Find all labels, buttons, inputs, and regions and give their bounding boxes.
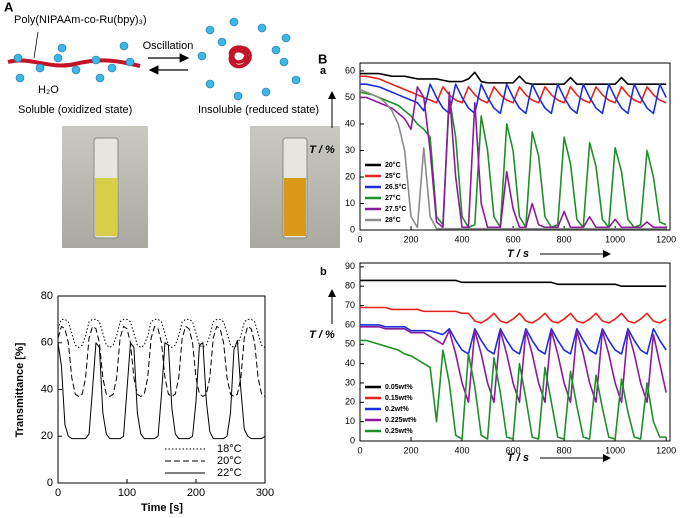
axis-arrow (328, 91, 611, 462)
y-tick-label: 80 (345, 281, 355, 291)
x-tick-label: 0 (55, 487, 61, 499)
y-axis-label: T / % (309, 144, 335, 156)
x-tick-label: 600 (506, 234, 521, 244)
y-tick-label: 40 (345, 118, 355, 128)
series-line (359, 91, 667, 229)
legend-label: 0.15wt% (385, 395, 413, 402)
x-tick-label: 200 (187, 487, 205, 499)
y-tick-label: 10 (345, 416, 355, 426)
series-line (360, 306, 667, 324)
y-tick-label: 0 (350, 435, 355, 445)
y-tick-label: 0 (47, 477, 53, 489)
schematic (7, 17, 301, 101)
y-axis-label: Transmittance [%] (14, 342, 26, 437)
y-tick-label: 50 (345, 92, 355, 102)
y-tick-label: 60 (345, 319, 355, 329)
legend-label: 22°C (217, 467, 242, 479)
legend-label: 25°C (385, 172, 401, 180)
y-tick-label: 40 (345, 358, 355, 368)
series-line (360, 86, 667, 229)
series-line (360, 75, 667, 104)
legend-label: 18°C (217, 443, 242, 455)
x-tick-label: 0 (357, 234, 362, 244)
y-tick-label: 20 (345, 171, 355, 181)
legend-label: 20°C (385, 161, 401, 169)
x-axis-label: T / s (507, 248, 529, 260)
state-label: Soluble (oxidized state) (18, 104, 132, 116)
legend-label: 27°C (385, 194, 401, 202)
y-tick-label: 70 (345, 300, 355, 310)
y-tick-label: 10 (345, 198, 355, 208)
series-line (57, 339, 266, 440)
plot-frame (359, 262, 671, 442)
x-tick-label: 1200 (656, 445, 676, 455)
polymer-label: Poly(NIPAAm-co-Ru(bpy)₃) (14, 14, 147, 26)
x-tick-label: 1200 (656, 234, 676, 244)
panel-label: A (4, 0, 14, 14)
x-axis-label: T / s (507, 452, 529, 464)
series-line (360, 326, 667, 404)
x-tick-label: 100 (118, 487, 136, 499)
series-line (57, 318, 266, 348)
chart-label: b (320, 266, 327, 278)
legend-label: 0.25wt% (385, 428, 413, 435)
x-tick-label: 600 (506, 445, 521, 455)
x-tick-label: 200 (404, 234, 419, 244)
y-tick-label: 80 (41, 290, 53, 302)
water-label: H₂O (38, 84, 59, 96)
y-tick-label: 30 (345, 377, 355, 387)
y-tick-label: 0 (350, 224, 355, 234)
y-tick-label: 20 (345, 397, 355, 407)
chart-label: a (320, 65, 327, 77)
legend-label: 26.5°C (385, 183, 406, 191)
x-tick-label: 800 (557, 234, 572, 244)
legend-label: 20°C (217, 455, 242, 467)
y-tick-label: 30 (345, 145, 355, 155)
series-line (359, 88, 667, 230)
y-tick-label: 40 (41, 383, 53, 395)
y-tick-label: 60 (41, 337, 53, 349)
y-tick-label: 20 (41, 430, 53, 442)
x-tick-label: 300 (256, 487, 274, 499)
series-line (360, 339, 667, 440)
legend-label: 0.05wt% (385, 384, 413, 391)
legend-label: 0.2wt% (385, 406, 410, 413)
plot-frame (359, 62, 671, 231)
series-line (360, 279, 667, 288)
x-axis-label: Time [s] (141, 502, 183, 514)
state-label: Insoluble (reduced state) (198, 104, 319, 116)
legend-label: 28°C (385, 216, 401, 224)
x-tick-label: 1000 (605, 234, 625, 244)
panel-label: B (318, 51, 327, 66)
y-tick-label: 60 (345, 65, 355, 75)
series-line (57, 325, 266, 398)
legend-label: 27.5°C (385, 205, 406, 213)
y-axis-label: T / % (309, 329, 335, 341)
x-tick-label: 1000 (605, 445, 625, 455)
series-line (360, 83, 667, 115)
y-tick-label: 90 (345, 261, 355, 271)
x-tick-label: 0 (357, 445, 362, 455)
arrow-label: Oscillation (143, 40, 194, 52)
x-tick-label: 400 (455, 234, 470, 244)
legend-label: 0.225wt% (385, 417, 417, 424)
y-tick-label: 50 (345, 339, 355, 349)
photo (62, 126, 340, 248)
x-tick-label: 200 (404, 445, 419, 455)
series-line (360, 71, 667, 86)
series-line (360, 324, 667, 355)
x-tick-label: 400 (455, 445, 470, 455)
x-tick-label: 800 (557, 445, 572, 455)
